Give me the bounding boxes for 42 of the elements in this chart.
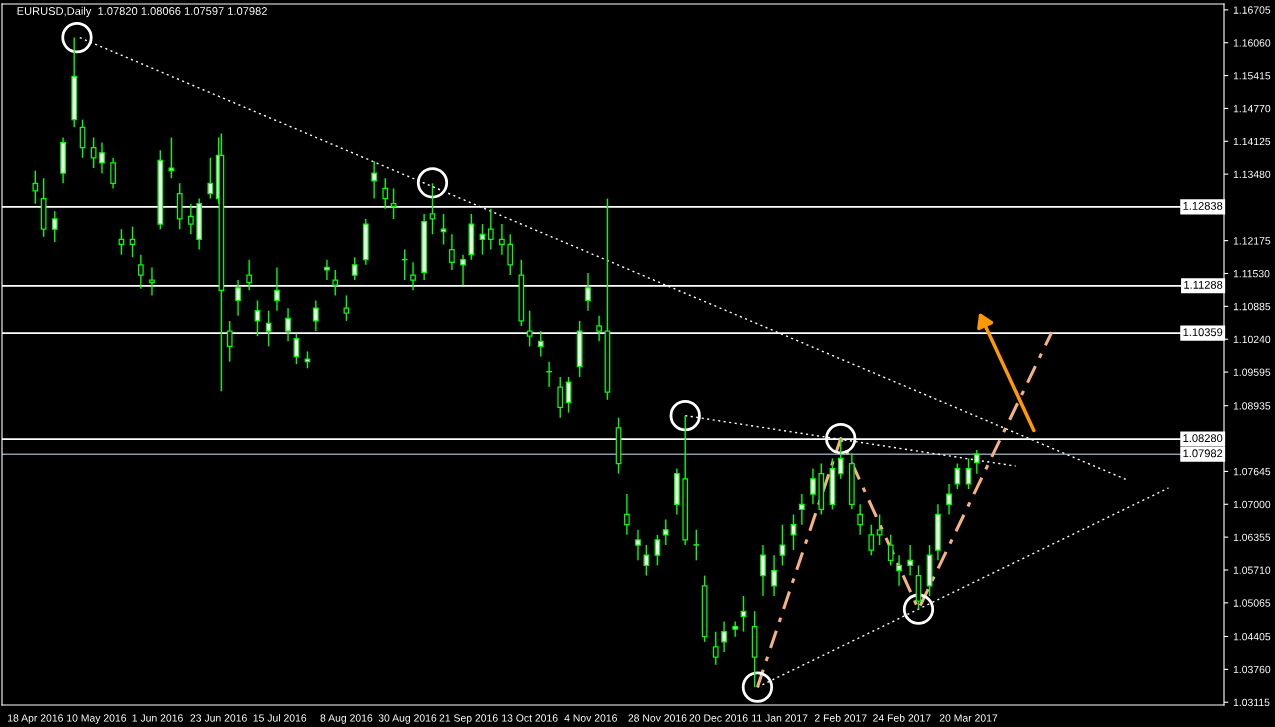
- y-tick-label: 1.05065: [1233, 599, 1271, 607]
- y-tick-label: 1.04405: [1233, 632, 1271, 641]
- x-tick-label: 2 Feb 2017: [814, 714, 867, 722]
- y-tick-label: 1.03115: [1233, 698, 1270, 707]
- x-tick-label: 30 Aug 2016: [378, 714, 437, 724]
- ref-line-label: 1.11288: [1184, 280, 1223, 289]
- x-tick-label: 10 May 2016: [67, 714, 127, 724]
- x-tick-label: 23 Jun 2016: [190, 714, 247, 722]
- y-tick-label: 1.03760: [1233, 665, 1271, 674]
- x-tick-label: 1 Jun 2016: [132, 714, 183, 722]
- y-tick-label: 1.06355: [1233, 533, 1271, 542]
- x-tick-label: 20 Mar 2017: [939, 714, 998, 722]
- y-tick-label: 1.15415: [1233, 72, 1271, 80]
- y-tick-label: 1.07000: [1233, 500, 1271, 509]
- y-tick-label: 1.10240: [1233, 335, 1271, 344]
- y-tick-label: 1.12175: [1233, 237, 1271, 245]
- y-tick-label: 1.07645: [1233, 467, 1271, 476]
- x-tick-label: 21 Sep 2016: [439, 714, 498, 724]
- y-tick-label: 1.14125: [1233, 137, 1271, 146]
- y-tick-label: 1.09595: [1233, 368, 1271, 376]
- x-tick-label: 18 Apr 2016: [8, 714, 63, 724]
- ref-line-label: 1.07982: [1183, 449, 1223, 458]
- y-tick-label: 1.16060: [1233, 39, 1271, 47]
- x-tick-label: 20 Dec 2016: [689, 714, 748, 722]
- y-tick-label: 1.16705: [1233, 6, 1271, 14]
- x-tick-label: 11 Jan 2017: [752, 714, 808, 722]
- x-tick-label: 24 Feb 2017: [873, 714, 931, 722]
- y-tick-label: 1.11530: [1233, 270, 1270, 278]
- x-tick-label: 13 Oct 2016: [502, 714, 558, 722]
- x-tick-label: 4 Nov 2016: [564, 714, 617, 722]
- ref-line-label: 1.10359: [1183, 328, 1223, 337]
- ref-line-label: 1.12838: [1183, 201, 1223, 210]
- ref-line-label: 1.08280: [1183, 434, 1223, 443]
- y-tick-label: 1.14770: [1233, 104, 1271, 113]
- chart-title: EURUSD,Daily 1.07820 1.08066 1.07597 1.07982: [17, 6, 267, 18]
- y-tick-label: 1.05710: [1233, 566, 1271, 574]
- y-tick-label: 1.10885: [1233, 302, 1271, 311]
- x-tick-label: 15 Jul 2016: [253, 714, 307, 722]
- x-tick-label: 28 Nov 2016: [628, 714, 687, 722]
- y-tick-label: 1.08935: [1233, 402, 1271, 410]
- x-tick-label: 8 Aug 2016: [320, 714, 373, 724]
- y-tick-label: 1.13480: [1233, 170, 1271, 179]
